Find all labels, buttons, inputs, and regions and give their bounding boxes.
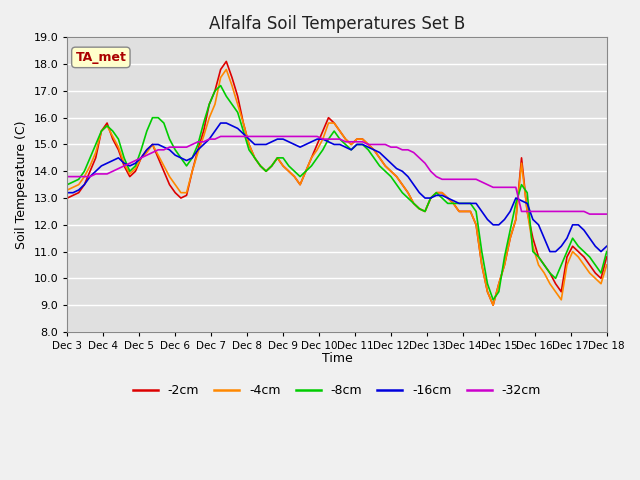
-8cm [569, 235, 577, 241]
-32cm [302, 133, 310, 139]
-16cm [302, 142, 310, 147]
-8cm [223, 94, 230, 99]
-8cm [138, 147, 145, 153]
-16cm [603, 243, 611, 249]
Line: -2cm: -2cm [67, 61, 607, 305]
-32cm [603, 211, 611, 217]
-2cm [223, 59, 230, 64]
-16cm [223, 120, 230, 126]
-32cm [342, 139, 349, 144]
-4cm [342, 136, 349, 142]
-8cm [358, 142, 366, 147]
Line: -16cm: -16cm [67, 123, 607, 252]
-16cm [63, 190, 71, 195]
Y-axis label: Soil Temperature (C): Soil Temperature (C) [15, 120, 28, 249]
-16cm [546, 249, 554, 254]
-16cm [358, 142, 366, 147]
-4cm [138, 155, 145, 161]
-16cm [217, 120, 225, 126]
-2cm [490, 302, 497, 308]
-2cm [63, 195, 71, 201]
-2cm [138, 155, 145, 161]
-2cm [217, 67, 225, 72]
-4cm [569, 249, 577, 254]
-4cm [603, 262, 611, 268]
-32cm [563, 208, 571, 214]
-2cm [302, 168, 310, 174]
-4cm [63, 187, 71, 193]
-8cm [342, 142, 349, 147]
-8cm [490, 297, 497, 303]
-32cm [138, 155, 145, 161]
Line: -8cm: -8cm [67, 85, 607, 300]
Title: Alfalfa Soil Temperatures Set B: Alfalfa Soil Temperatures Set B [209, 15, 465, 33]
Line: -4cm: -4cm [67, 70, 607, 305]
-2cm [603, 254, 611, 260]
-2cm [569, 243, 577, 249]
-16cm [569, 222, 577, 228]
-4cm [490, 302, 497, 308]
-8cm [63, 182, 71, 188]
-32cm [586, 211, 593, 217]
-4cm [217, 74, 225, 80]
-2cm [358, 136, 366, 142]
Line: -32cm: -32cm [67, 136, 607, 214]
-8cm [217, 83, 225, 88]
Text: TA_met: TA_met [76, 51, 126, 64]
-32cm [358, 139, 366, 144]
-4cm [302, 168, 310, 174]
X-axis label: Time: Time [322, 352, 353, 365]
-32cm [223, 133, 230, 139]
-16cm [138, 155, 145, 161]
-4cm [223, 67, 230, 72]
-8cm [603, 249, 611, 254]
-32cm [217, 133, 225, 139]
-32cm [63, 174, 71, 180]
-8cm [302, 168, 310, 174]
-16cm [342, 144, 349, 150]
-4cm [358, 136, 366, 142]
Legend: -2cm, -4cm, -8cm, -16cm, -32cm: -2cm, -4cm, -8cm, -16cm, -32cm [128, 379, 546, 402]
-2cm [342, 136, 349, 142]
